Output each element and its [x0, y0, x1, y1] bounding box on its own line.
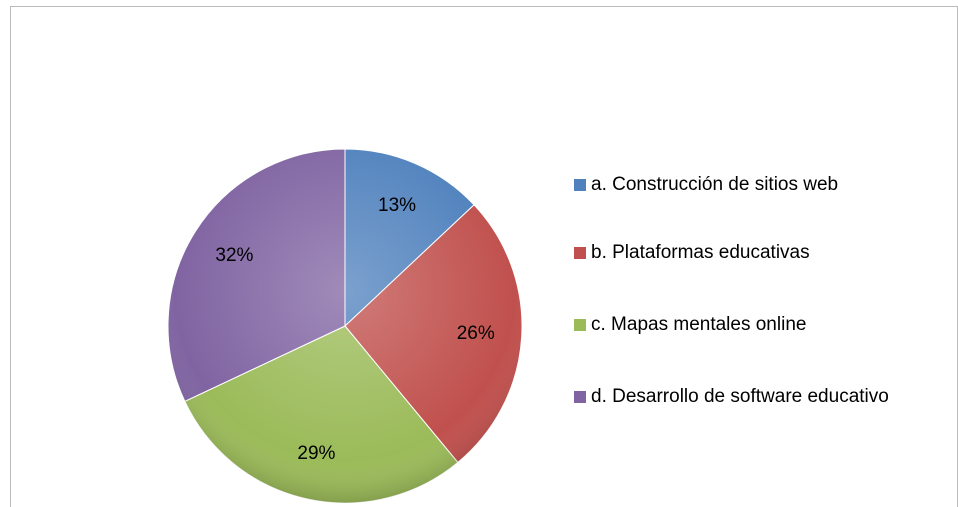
- legend-item: d. Desarrollo de software educativo: [574, 382, 894, 412]
- legend-label: c. Mapas mentales online: [591, 314, 807, 335]
- legend-swatch: [574, 179, 586, 191]
- data-label: 29%: [297, 443, 335, 464]
- data-label: 32%: [215, 245, 253, 266]
- data-label: 26%: [457, 323, 495, 344]
- legend-swatch: [574, 319, 586, 331]
- legend-label: d. Desarrollo de software educativo: [591, 386, 889, 407]
- legend-swatch: [574, 391, 586, 403]
- legend-item: a. Construcción de sitios web: [574, 170, 894, 200]
- legend-label: b. Plataformas educativas: [591, 242, 810, 263]
- legend-item: c. Mapas mentales online: [574, 310, 894, 340]
- legend-item: b. Plataformas educativas: [574, 238, 894, 268]
- legend-label: a. Construcción de sitios web: [591, 174, 839, 195]
- legend-swatch: [574, 247, 586, 259]
- data-label: 13%: [378, 195, 416, 216]
